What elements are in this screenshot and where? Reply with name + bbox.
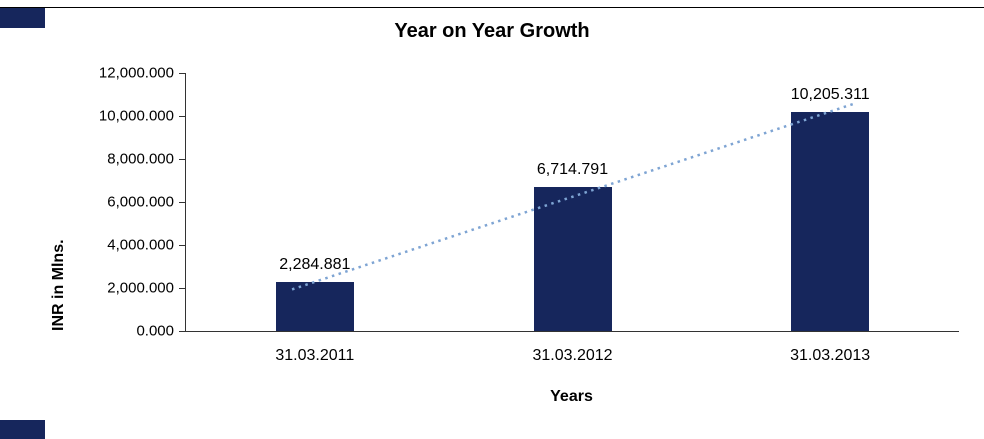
y-axis-title: INR in Mlns. (50, 239, 67, 331)
bar-value-label: 6,714.791 (536, 160, 609, 178)
y-tick-mark (179, 287, 185, 289)
bar (275, 281, 354, 331)
y-tick-label: 10,000.000 (98, 107, 174, 125)
x-tick-label: 31.03.2013 (790, 347, 871, 364)
table-border-top (0, 7, 984, 8)
bar (533, 186, 612, 331)
navy-block-top-left (0, 8, 45, 28)
y-tick-label: 12,000.000 (98, 64, 174, 82)
x-tick-label: 31.03.2012 (532, 347, 613, 364)
y-tick-mark (179, 244, 185, 246)
y-tick-mark (179, 115, 185, 117)
x-axis-title: Years (550, 388, 593, 405)
y-tick-mark (179, 201, 185, 203)
y-tick-mark (179, 72, 185, 74)
bar-value-label: 2,284.881 (279, 255, 351, 273)
bar-value-label: 10,205.311 (790, 85, 870, 103)
x-tick-label: 31.03.2011 (275, 347, 355, 364)
chart-title: Year on Year Growth (394, 20, 590, 42)
bar (791, 111, 870, 331)
y-tick-mark (179, 158, 185, 160)
y-tick-label: 4,000.000 (107, 236, 174, 254)
y-tick-label: 0.000 (136, 322, 174, 340)
y-tick-label: 6,000.000 (107, 193, 174, 211)
y-tick-label: 8,000.000 (107, 150, 174, 168)
y-tick-mark (179, 330, 185, 332)
plot-area: 0.000 2,000.000 4,000.000 6,000.000 8,000.00… (99, 65, 959, 364)
navy-block-bottom-left (0, 420, 45, 439)
y-tick-label: 2,000.000 (107, 279, 174, 297)
